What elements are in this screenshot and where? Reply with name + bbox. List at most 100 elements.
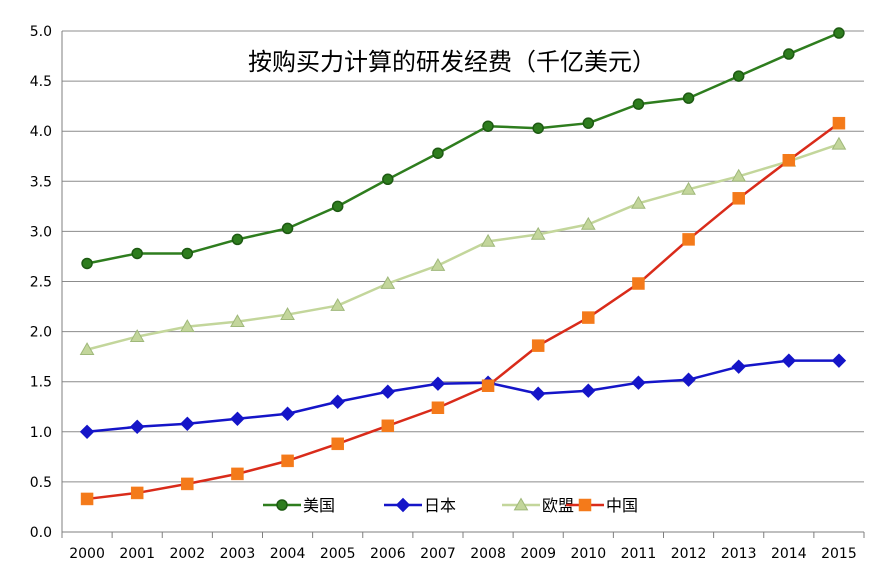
- data-point: [481, 379, 495, 392]
- data-point: [280, 307, 295, 320]
- y-tick-label: 3.0: [30, 224, 52, 240]
- series-0: [81, 27, 845, 270]
- data-point: [79, 424, 95, 440]
- x-tick-label: 2014: [771, 546, 807, 562]
- x-tick-label: 2007: [420, 546, 456, 562]
- x-tick-label: 2011: [621, 546, 657, 562]
- data-point: [181, 477, 194, 491]
- data-point: [731, 168, 747, 182]
- x-tick-label: 2013: [721, 546, 757, 562]
- y-tick-label: 0.0: [30, 525, 52, 541]
- data-point: [831, 136, 847, 150]
- data-point: [480, 233, 496, 247]
- data-point: [179, 319, 195, 332]
- data-point: [783, 48, 795, 60]
- data-point: [682, 92, 695, 104]
- x-tick-label: 2003: [220, 546, 256, 562]
- data-point: [331, 437, 344, 451]
- x-tick-label: 2010: [570, 546, 606, 562]
- legend-item: 美国: [263, 496, 335, 515]
- data-point: [831, 353, 847, 368]
- data-point: [732, 192, 745, 205]
- series-line: [86, 143, 840, 351]
- data-point: [530, 386, 546, 401]
- x-tick-label: 2009: [520, 546, 556, 562]
- data-point: [781, 353, 797, 368]
- data-point: [281, 454, 294, 468]
- data-point: [682, 233, 695, 246]
- axes: 0.0 0.5 1.0 1.5 2.0 2.5 3.0 3.5 4.0 4.5 5.0 2000 200…: [30, 24, 865, 562]
- legend-marker: [513, 497, 529, 511]
- data-point: [632, 277, 645, 290]
- data-point: [81, 257, 93, 270]
- data-point: [231, 233, 244, 246]
- data-point: [582, 311, 595, 324]
- legend-item: 欧盟: [502, 496, 574, 515]
- data-point: [280, 406, 295, 421]
- y-tick-label: 0.5: [30, 475, 52, 491]
- y-tick-label: 4.0: [30, 124, 52, 140]
- data-point: [331, 200, 344, 213]
- x-tick-label: 2001: [119, 546, 155, 562]
- legend-label: 日本: [424, 496, 456, 515]
- data-point: [281, 222, 294, 235]
- chart-title: 按购买力计算的研发经费（千亿美元）: [248, 48, 656, 76]
- grid-lines: [62, 30, 864, 483]
- data-point: [129, 329, 145, 342]
- data-point: [131, 247, 143, 260]
- y-tick-label: 1.5: [30, 375, 52, 391]
- data-point: [631, 195, 646, 209]
- legend-item: 中国: [566, 496, 638, 515]
- legend-label: 美国: [303, 496, 335, 515]
- legend-item: 日本: [384, 496, 456, 515]
- data-point: [80, 492, 94, 506]
- series-3: [80, 116, 846, 506]
- data-point: [832, 116, 846, 130]
- data-point: [380, 384, 396, 399]
- data-point: [631, 375, 646, 390]
- data-point: [632, 98, 645, 110]
- y-tick-label: 2.0: [30, 325, 52, 341]
- x-tick-label: 2004: [270, 546, 306, 562]
- x-tick-label: 2012: [671, 546, 707, 562]
- x-tick-label: 2000: [69, 546, 105, 562]
- data-point: [581, 383, 596, 398]
- y-tick-label: 2.5: [30, 275, 52, 291]
- data-point: [180, 416, 195, 431]
- legend-marker: [276, 499, 288, 511]
- data-point: [380, 275, 396, 289]
- data-point: [330, 298, 346, 311]
- data-point: [381, 419, 395, 433]
- x-tick-label: 2015: [821, 546, 857, 562]
- legend-label: 欧盟: [542, 496, 574, 515]
- data-point: [430, 257, 446, 271]
- data-point: [230, 314, 245, 327]
- data-point: [431, 401, 445, 415]
- series-line: [86, 122, 840, 501]
- data-point: [582, 117, 595, 129]
- data-point: [181, 247, 194, 260]
- data-point: [833, 27, 845, 39]
- data-point: [731, 359, 746, 374]
- data-point: [330, 394, 345, 409]
- y-tick-label: 3.5: [30, 174, 52, 190]
- data-point: [129, 419, 145, 434]
- data-point: [230, 411, 245, 426]
- y-tick-label: 5.0: [30, 24, 52, 40]
- data-point: [382, 173, 394, 186]
- series-line: [86, 31, 840, 265]
- y-tick-label: 4.5: [30, 74, 52, 90]
- data-point: [531, 339, 545, 352]
- data-point: [482, 120, 494, 132]
- data-point: [430, 376, 446, 391]
- data-point: [681, 181, 696, 195]
- data-point: [782, 154, 796, 167]
- legend-label: 中国: [606, 496, 638, 515]
- data-point: [532, 122, 544, 134]
- data-point: [231, 467, 244, 481]
- x-tick-label: 2002: [169, 546, 205, 562]
- data-point: [580, 216, 596, 230]
